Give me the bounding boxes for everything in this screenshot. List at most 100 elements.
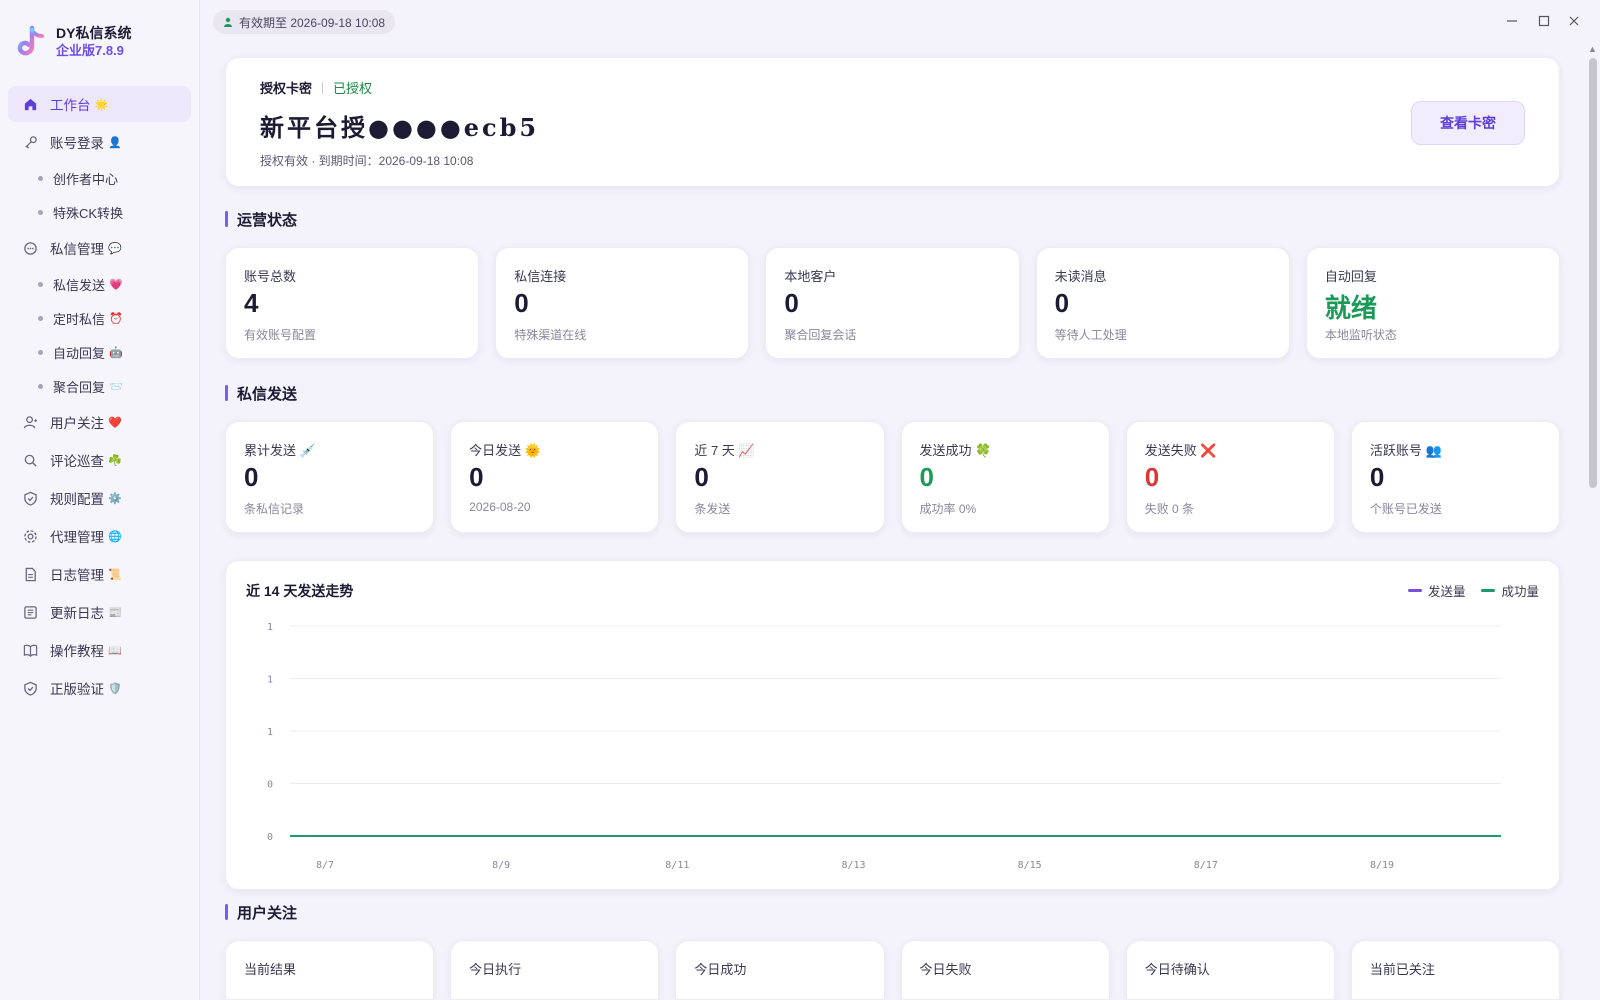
stat-card-local-customers: 本地客户 0 聚合回复会话 xyxy=(765,247,1020,359)
scroll-up-icon[interactable]: ▲ xyxy=(1588,44,1597,54)
stat-value: 0 xyxy=(784,288,799,318)
stat-value: 0 xyxy=(1369,462,1385,492)
scrollbar-thumb[interactable] xyxy=(1589,58,1597,488)
sidebar-item-dashboard[interactable]: 工作台 🌟 xyxy=(8,86,191,122)
stat-card-active-accounts: 活跃账号 👥 0 个账号已发送 xyxy=(1350,421,1561,533)
stat-value: 0 xyxy=(919,462,934,492)
legend-swatch-icon xyxy=(1481,589,1496,592)
x-tick-label: 8/15 xyxy=(1018,860,1042,871)
shield-icon xyxy=(22,490,38,506)
stat-card-currently-followed: 当前已关注 xyxy=(1350,940,1561,1000)
view-license-button[interactable]: 查看卡密 xyxy=(1411,101,1525,145)
send-trend-chart-card: 近 14 天发送走势 发送量 成功量 1 1 1 0 0 8/7 8/9 8/11 8/13 8/… xyxy=(225,560,1560,890)
brand: DY私信系统 企业版7.8.9 xyxy=(12,24,131,60)
section-title-follow: 用户关注 xyxy=(225,902,297,923)
key-icon xyxy=(22,134,38,150)
stat-sub: 2026-08-20 xyxy=(469,500,531,514)
sidebar-subitem-dm-send[interactable]: 私信发送 💗 xyxy=(8,268,191,300)
bullet-icon xyxy=(38,209,43,215)
stat-sub: 特殊渠道在线 xyxy=(514,328,587,342)
sidebar-nav: 工作台 🌟 账号登录 👤 创作者中心 特殊CK转换 私信管理 💬 私信发送 💗 xyxy=(8,86,191,708)
stat-sub: 有效账号配置 xyxy=(244,328,317,342)
bullet-icon xyxy=(38,383,43,389)
sidebar-item-changelog[interactable]: 更新日志 📰 xyxy=(8,594,191,630)
book-icon xyxy=(22,642,38,658)
stat-card-total-sent: 累计发送 💉 0 条私信记录 xyxy=(225,421,435,533)
stat-card-dm-connection: 私信连接 0 特殊渠道在线 xyxy=(495,247,750,359)
sidebar-item-proxy-manage[interactable]: 代理管理 🌐 xyxy=(8,518,191,554)
maximize-icon[interactable] xyxy=(1532,10,1556,32)
expiry-text: 有效期至 2026-09-18 10:08 xyxy=(239,15,386,30)
sidebar-subitem-label: 特殊CK转换 xyxy=(53,205,124,221)
sidebar-item-log-manage[interactable]: 日志管理 📜 xyxy=(8,556,191,592)
stat-card-send-success: 发送成功 🍀 0 成功率 0% xyxy=(900,421,1110,533)
y-tick-label: 0 xyxy=(267,780,273,791)
sidebar-subitem-special-ck[interactable]: 特殊CK转换 xyxy=(8,196,191,228)
x-tick-label: 8/11 xyxy=(665,860,689,871)
stat-card-today-failed: 今日失败 xyxy=(900,940,1110,1000)
close-icon[interactable] xyxy=(1562,10,1586,32)
sidebar-item-label: 工作台 xyxy=(50,98,91,113)
sidebar-subitem-creator-center[interactable]: 创作者中心 xyxy=(8,162,191,194)
stat-card-auto-reply: 自动回复 就绪 本地监听状态 xyxy=(1305,247,1561,359)
stat-label: 未读消息 xyxy=(1054,269,1107,284)
sidebar-item-tutorial[interactable]: 操作教程 📖 xyxy=(8,632,191,668)
stat-label: 今日成功 xyxy=(694,962,747,977)
y-tick-label: 1 xyxy=(267,622,273,633)
heart-emoji-icon: 💗 xyxy=(109,278,123,291)
section-title-ops: 运营状态 xyxy=(225,209,297,230)
document-icon xyxy=(22,566,38,582)
vertical-scrollbar[interactable]: ▲ xyxy=(1585,42,1599,1000)
home-icon xyxy=(22,96,38,112)
trend-chart-plot: 1 1 1 0 0 8/7 8/9 8/11 8/13 8/15 8/17 8/19 xyxy=(267,622,1501,871)
sidebar-subitem-auto-reply[interactable]: 自动回复 🤖 xyxy=(8,336,191,368)
stat-card-last-7-days: 近 7 天 📈 0 条发送 xyxy=(675,421,885,533)
y-tick-label: 0 xyxy=(267,832,273,843)
verify-icon xyxy=(22,680,38,696)
sidebar-subitem-label: 私信发送 xyxy=(53,277,106,293)
chart-title: 近 14 天发送走势 xyxy=(246,583,354,599)
stat-sub: 条私信记录 xyxy=(244,502,305,516)
stat-card-today-pending: 今日待确认 xyxy=(1125,940,1335,1000)
stat-value: 0 xyxy=(1054,288,1070,318)
sidebar-item-label: 代理管理 xyxy=(50,530,104,545)
x-tick-label: 8/17 xyxy=(1194,860,1218,871)
app-logo xyxy=(12,24,48,60)
sidebar-subitem-scheduled-dm[interactable]: 定时私信 ⏰ xyxy=(8,302,191,334)
stat-label: 发送失败 ❌ xyxy=(1144,443,1217,458)
stat-sub: 等待人工处理 xyxy=(1054,328,1127,342)
stat-sub: 聚合回复会话 xyxy=(784,328,857,342)
sidebar-subitem-aggregate-reply[interactable]: 聚合回复 📨 xyxy=(8,370,191,402)
license-key: 新平台授●●●●ecb5 xyxy=(260,113,540,142)
app-version: 企业版7.8.9 xyxy=(56,43,124,58)
license-card: 授权卡密 已授权 新平台授●●●●ecb5 授权有效 · 到期时间：2026-0… xyxy=(225,57,1560,187)
sidebar-item-dm-manage[interactable]: 私信管理 💬 xyxy=(8,230,191,266)
stat-card-today-sent: 今日发送 🌞 0 2026-08-20 xyxy=(450,421,660,533)
bullet-icon xyxy=(38,349,43,355)
legend-item-success[interactable]: 成功量 xyxy=(1481,581,1539,600)
search-icon xyxy=(22,452,38,468)
legend-label: 发送量 xyxy=(1427,585,1466,599)
sidebar-subitem-label: 定时私信 xyxy=(53,311,106,327)
shield-emoji-icon: 🛡️ xyxy=(108,682,122,695)
stat-label: 当前已关注 xyxy=(1369,962,1435,977)
sidebar-item-label: 更新日志 xyxy=(50,606,104,621)
bullet-icon xyxy=(38,281,43,287)
sidebar-item-user-follow[interactable]: 用户关注 ❤️ xyxy=(8,404,191,440)
star-emoji-icon: 🌟 xyxy=(94,98,109,111)
sidebar-item-rule-config[interactable]: 规则配置 ⚙️ xyxy=(8,480,191,516)
ops-stat-row: 账号总数 4 有效账号配置 私信连接 0 特殊渠道在线 本地客户 0 聚合回复会… xyxy=(225,247,1561,359)
shamrock-emoji-icon: ☘️ xyxy=(108,454,122,467)
minimize-icon[interactable] xyxy=(1500,10,1524,32)
sidebar-item-comment-patrol[interactable]: 评论巡查 ☘️ xyxy=(8,442,191,478)
stat-card-today-success: 今日成功 xyxy=(675,940,885,1000)
sidebar-item-account-login[interactable]: 账号登录 👤 xyxy=(8,124,191,160)
news-icon xyxy=(22,604,38,620)
stat-label: 发送成功 🍀 xyxy=(919,443,992,458)
stat-label: 活跃账号 👥 xyxy=(1369,443,1442,458)
stat-sub: 失败 0 条 xyxy=(1144,502,1195,516)
sidebar-item-license-verify[interactable]: 正版验证 🛡️ xyxy=(8,670,191,706)
title-bar: 有效期至 2026-09-18 10:08 xyxy=(200,0,1600,42)
stat-card-today-executed: 今日执行 xyxy=(450,940,660,1000)
legend-item-sent[interactable]: 发送量 xyxy=(1407,581,1466,600)
